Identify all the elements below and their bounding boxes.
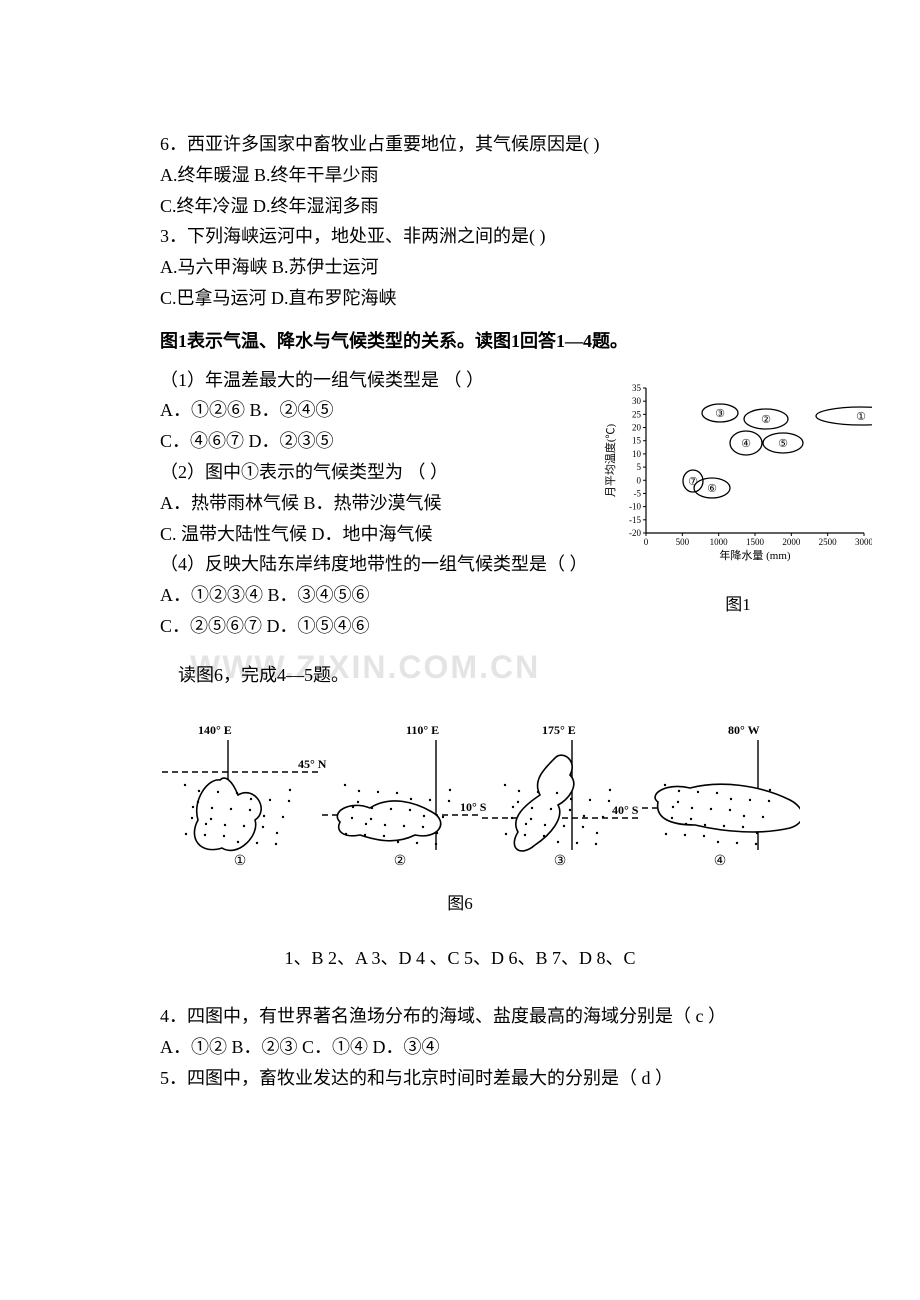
sub1-stem: （1）年温差最大的一组气候类型是 （ ） xyxy=(160,366,620,395)
svg-text:2000: 2000 xyxy=(782,537,801,547)
sub4-opts1: A．①②③④ B．③④⑤⑥ xyxy=(160,581,620,610)
sub4-stem: （4）反映大陆东岸纬度地带性的一组气候类型是（ ） xyxy=(160,550,620,579)
svg-text:①: ① xyxy=(234,854,247,869)
document-content: 6．西亚许多国家中畜牧业占重要地位，其气候原因是( ) A.终年暖湿 B.终年干… xyxy=(160,130,760,1093)
fig6-maps: 140° E 45° N ① 110° E 10° S ② 175° E 40° S ③ 80° … xyxy=(160,720,760,918)
q3-opts2: C.巴拿马运河 D.直布罗陀海峡 xyxy=(160,284,760,313)
svg-text:③: ③ xyxy=(554,854,567,869)
svg-text:⑤: ⑤ xyxy=(778,438,788,450)
sub1-opts1: A．①②⑥ B．②④⑤ xyxy=(160,396,620,425)
svg-text:3000: 3000 xyxy=(855,537,872,547)
fig1-intro: 图1表示气温、降水与气候类型的关系。读图1回答1—4题。 xyxy=(160,327,760,356)
q4-stem: 4．四图中，有世界著名渔场分布的海域、盐度最高的海域分别是（ c ） xyxy=(160,1002,760,1031)
svg-text:80° W: 80° W xyxy=(728,723,760,737)
answers-line: 1、B 2、A 3、D 4 、C 5、D 6、B 7、D 8、C xyxy=(160,944,760,973)
svg-text:45° N: 45° N xyxy=(298,757,327,771)
q5-stem: 5．四图中，畜牧业发达的和与北京时间时差最大的分别是（ d ） xyxy=(160,1064,760,1093)
sub4-opts2: C．②⑤⑥⑦ D．①⑤④⑥ xyxy=(160,612,620,641)
fig6-svg: 140° E 45° N ① 110° E 10° S ② 175° E 40° S ③ 80° … xyxy=(160,720,800,880)
fig6-caption: 图6 xyxy=(160,890,760,917)
sub2-opts1: A．热带雨林气候 B．热带沙漠气候 xyxy=(160,489,620,518)
q6-stem: 6．西亚许多国家中畜牧业占重要地位，其气候原因是( ) xyxy=(160,130,760,159)
svg-text:①: ① xyxy=(856,411,866,423)
q3-opts1: A.马六甲海峡 B.苏伊士运河 xyxy=(160,253,760,282)
fig6-intro: 读图6，完成4—5题。 xyxy=(160,661,760,690)
q3-stem: 3．下列海峡运河中，地处亚、非两洲之间的是( ) xyxy=(160,222,760,251)
svg-text:140° E: 140° E xyxy=(198,723,232,737)
svg-text:40° S: 40° S xyxy=(612,803,639,817)
q4-opts: A．①② B．②③ C．①④ D．③④ xyxy=(160,1033,760,1062)
svg-text:10° S: 10° S xyxy=(460,800,487,814)
svg-text:②: ② xyxy=(394,854,407,869)
svg-text:②: ② xyxy=(761,414,771,426)
svg-text:110° E: 110° E xyxy=(406,723,439,737)
svg-text:2500: 2500 xyxy=(819,537,838,547)
svg-text:④: ④ xyxy=(714,854,727,869)
sub1-opts2: C．④⑥⑦ D．②③⑤ xyxy=(160,427,620,456)
sub2-opts2: C. 温带大陆性气候 D．地中海气候 xyxy=(160,520,620,549)
q6-opts2: C.终年冷湿 D.终年湿润多雨 xyxy=(160,192,760,221)
sub2-stem: （2）图中①表示的气候类型为 （ ） xyxy=(160,458,620,487)
q6-opts1: A.终年暖湿 B.终年干旱少雨 xyxy=(160,161,760,190)
svg-text:175° E: 175° E xyxy=(542,723,576,737)
